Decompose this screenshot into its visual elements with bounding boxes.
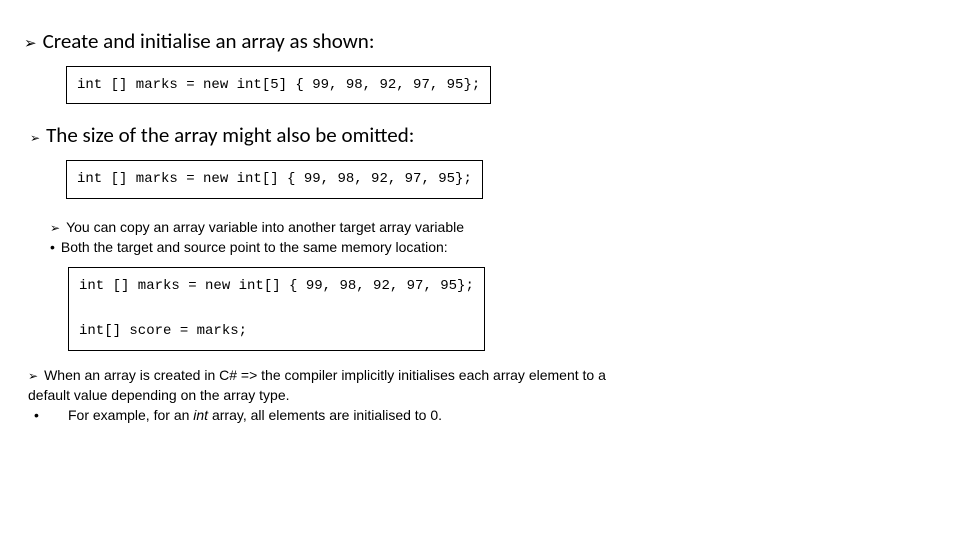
code-3-line-1: int [] marks = new int[] { 99, 98, 92, 9… <box>79 278 474 294</box>
sub-bullet-2: • Both the target and source point to th… <box>50 237 936 257</box>
triangle-bullet-icon: ➢ <box>30 132 40 144</box>
para-2a: For example, for an <box>68 407 193 423</box>
dot-bullet-icon: • <box>34 407 62 423</box>
code-3-line-2: int[] score = marks; <box>79 323 247 339</box>
para-line-2-text: For example, for an int array, all eleme… <box>68 405 442 425</box>
section-create-array: ➢ Create and initialise an array as show… <box>24 28 936 104</box>
triangle-bullet-icon: ➢ <box>24 36 37 51</box>
sub-bullet-group: ➢ You can copy an array variable into an… <box>50 217 936 351</box>
heading-text-1: Create and initialise an array as shown: <box>43 28 375 54</box>
triangle-bullet-icon: ➢ <box>28 370 38 382</box>
sub-bullet-1: ➢ You can copy an array variable into an… <box>50 217 936 237</box>
para-line-1b: default value depending on the array typ… <box>28 385 936 405</box>
paragraph-block: ➢ When an array is created in C# => the … <box>28 365 936 426</box>
section-omit-size: ➢ The size of the array might also be om… <box>24 122 936 198</box>
triangle-bullet-icon: ➢ <box>50 222 60 234</box>
para-line-1: ➢ When an array is created in C# => the … <box>28 365 936 385</box>
code-block-2: int [] marks = new int[] { 99, 98, 92, 9… <box>66 160 483 198</box>
para-line-1a: When an array is created in C# => the co… <box>44 365 606 385</box>
code-block-3: int [] marks = new int[] { 99, 98, 92, 9… <box>68 267 485 350</box>
heading-line-2: ➢ The size of the array might also be om… <box>30 122 936 148</box>
code-block-1: int [] marks = new int[5] { 99, 98, 92, … <box>66 66 491 104</box>
heading-line-1: ➢ Create and initialise an array as show… <box>24 28 936 54</box>
heading-text-2: The size of the array might also be omit… <box>46 122 414 148</box>
sub-bullet-2-text: Both the target and source point to the … <box>61 237 448 257</box>
dot-bullet-icon: • <box>50 239 55 255</box>
code-block-3-wrap: int [] marks = new int[] { 99, 98, 92, 9… <box>68 267 936 350</box>
para-2b-italic: int <box>193 407 208 423</box>
para-line-2: • For example, for an int array, all ele… <box>34 405 936 425</box>
code-block-2-wrap: int [] marks = new int[] { 99, 98, 92, 9… <box>66 160 936 198</box>
para-2c: array, all elements are initialised to 0… <box>208 407 442 423</box>
code-block-1-wrap: int [] marks = new int[5] { 99, 98, 92, … <box>66 66 936 104</box>
sub-bullet-1-text: You can copy an array variable into anot… <box>66 217 464 237</box>
